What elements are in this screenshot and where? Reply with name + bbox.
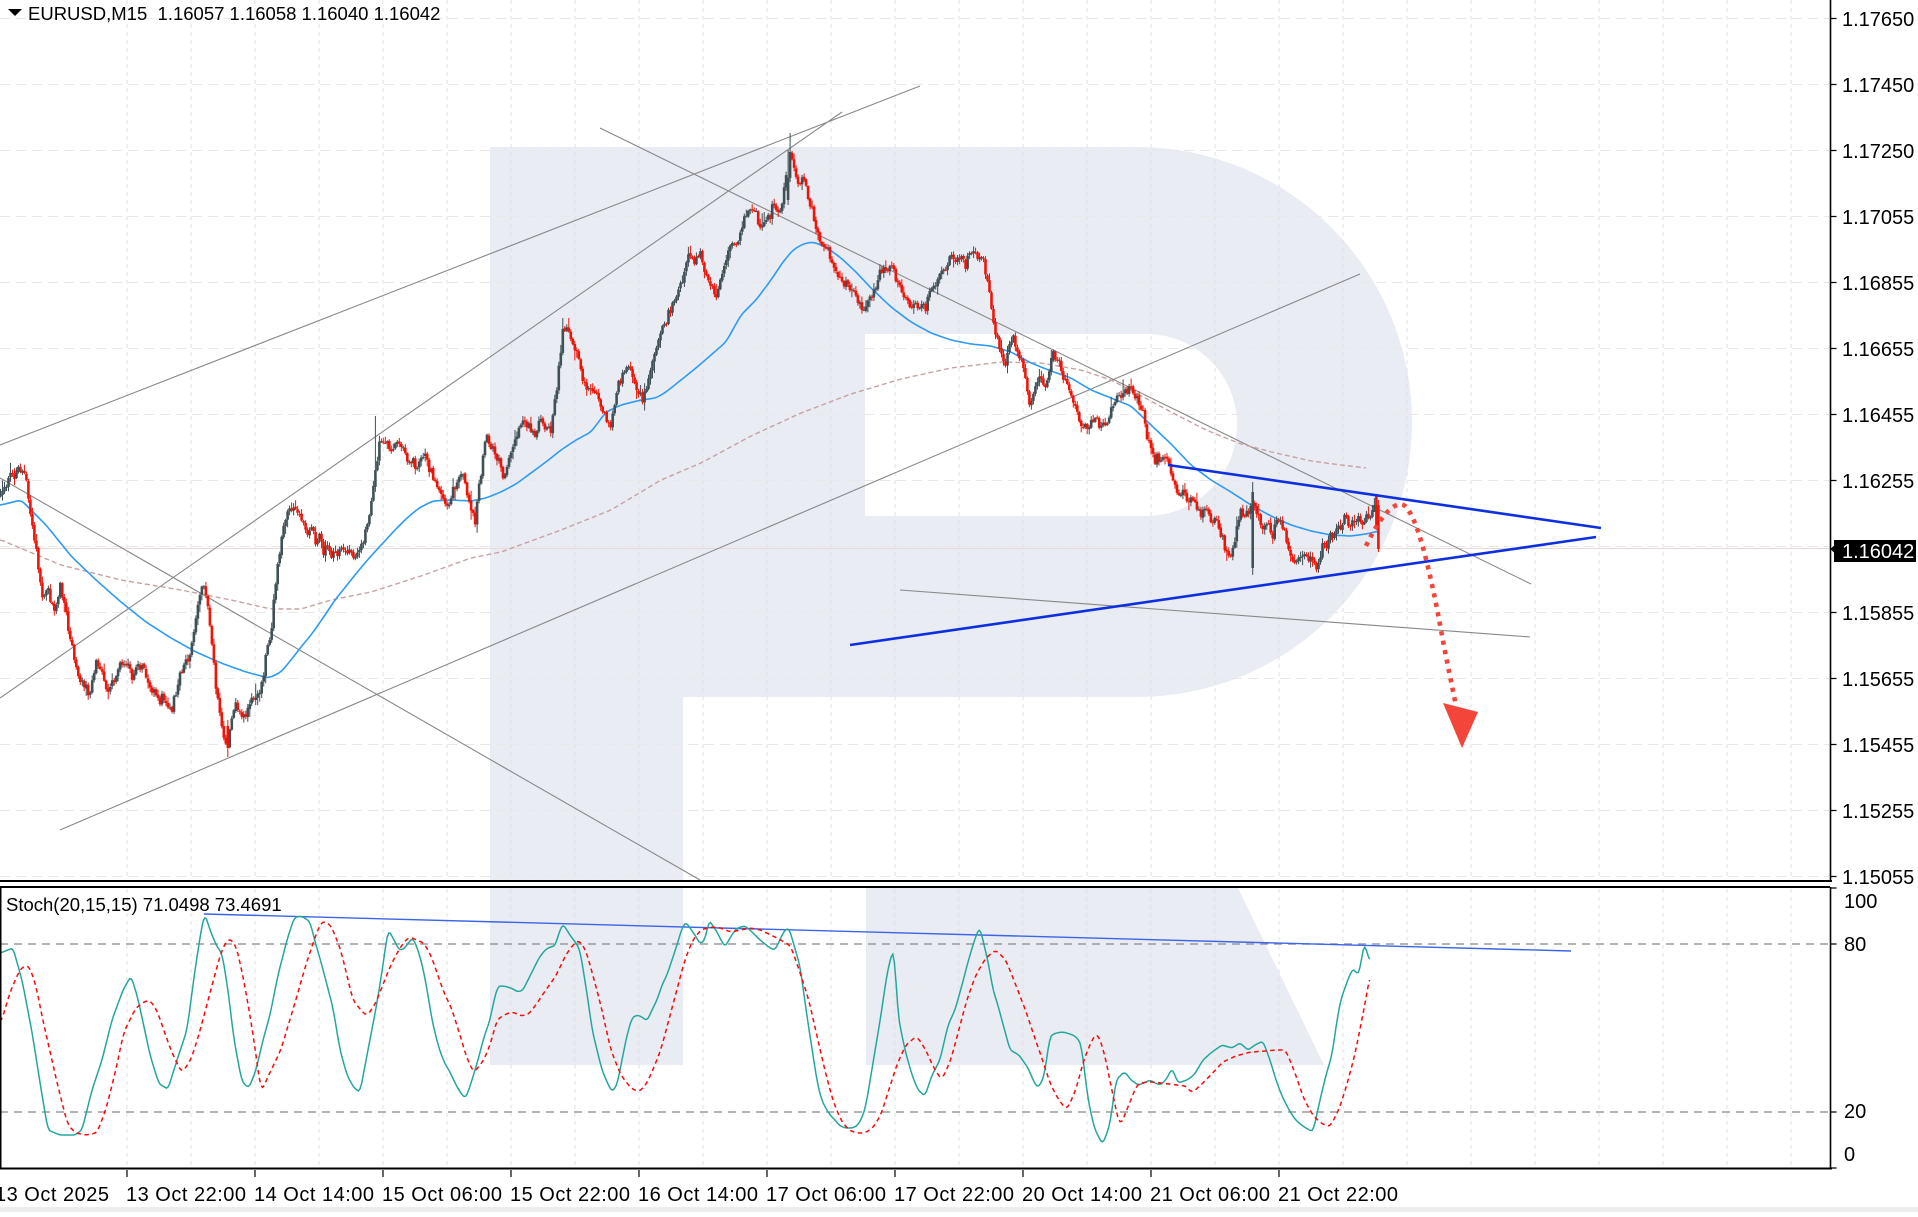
svg-text:1.15655: 1.15655 [1842, 669, 1914, 691]
svg-text:1.16255: 1.16255 [1842, 471, 1914, 493]
svg-text:13 Oct 22:00: 13 Oct 22:00 [126, 1184, 247, 1206]
svg-text:1.17250: 1.17250 [1842, 141, 1914, 163]
svg-text:100: 100 [1844, 891, 1877, 913]
svg-text:17 Oct 06:00: 17 Oct 06:00 [766, 1184, 887, 1206]
svg-text:13 Oct 2025: 13 Oct 2025 [0, 1184, 109, 1206]
svg-text:1.17650: 1.17650 [1842, 9, 1914, 31]
svg-text:1.15455: 1.15455 [1842, 735, 1914, 757]
svg-text:14 Oct 14:00: 14 Oct 14:00 [254, 1184, 375, 1206]
svg-text:1.17450: 1.17450 [1842, 75, 1914, 97]
svg-text:20: 20 [1844, 1101, 1866, 1123]
svg-text:1.16655: 1.16655 [1842, 339, 1914, 361]
svg-text:15 Oct 22:00: 15 Oct 22:00 [510, 1184, 631, 1206]
svg-text:21 Oct 22:00: 21 Oct 22:00 [1278, 1184, 1399, 1206]
svg-text:17 Oct 22:00: 17 Oct 22:00 [894, 1184, 1015, 1206]
svg-text:15 Oct 06:00: 15 Oct 06:00 [382, 1184, 503, 1206]
svg-text:Stoch(20,15,15) 71.0498 73.469: Stoch(20,15,15) 71.0498 73.4691 [6, 894, 282, 915]
svg-text:21 Oct 06:00: 21 Oct 06:00 [1150, 1184, 1271, 1206]
svg-text:1.16855: 1.16855 [1842, 273, 1914, 295]
svg-text:80: 80 [1844, 934, 1866, 956]
svg-text:1.15055: 1.15055 [1842, 867, 1914, 889]
svg-text:1.16455: 1.16455 [1842, 405, 1914, 427]
svg-text:20 Oct 14:00: 20 Oct 14:00 [1022, 1184, 1143, 1206]
svg-text:1.15255: 1.15255 [1842, 801, 1914, 823]
svg-text:1.15855: 1.15855 [1842, 603, 1914, 625]
svg-text:1.16042: 1.16042 [1842, 541, 1914, 563]
svg-text:1.17055: 1.17055 [1842, 207, 1914, 229]
svg-text:0: 0 [1844, 1144, 1855, 1166]
svg-text:16 Oct 14:00: 16 Oct 14:00 [638, 1184, 759, 1206]
svg-text:EURUSD,M15 1.16057 1.16058 1.: EURUSD,M15 1.16057 1.16058 1.16040 1.160… [28, 3, 440, 24]
